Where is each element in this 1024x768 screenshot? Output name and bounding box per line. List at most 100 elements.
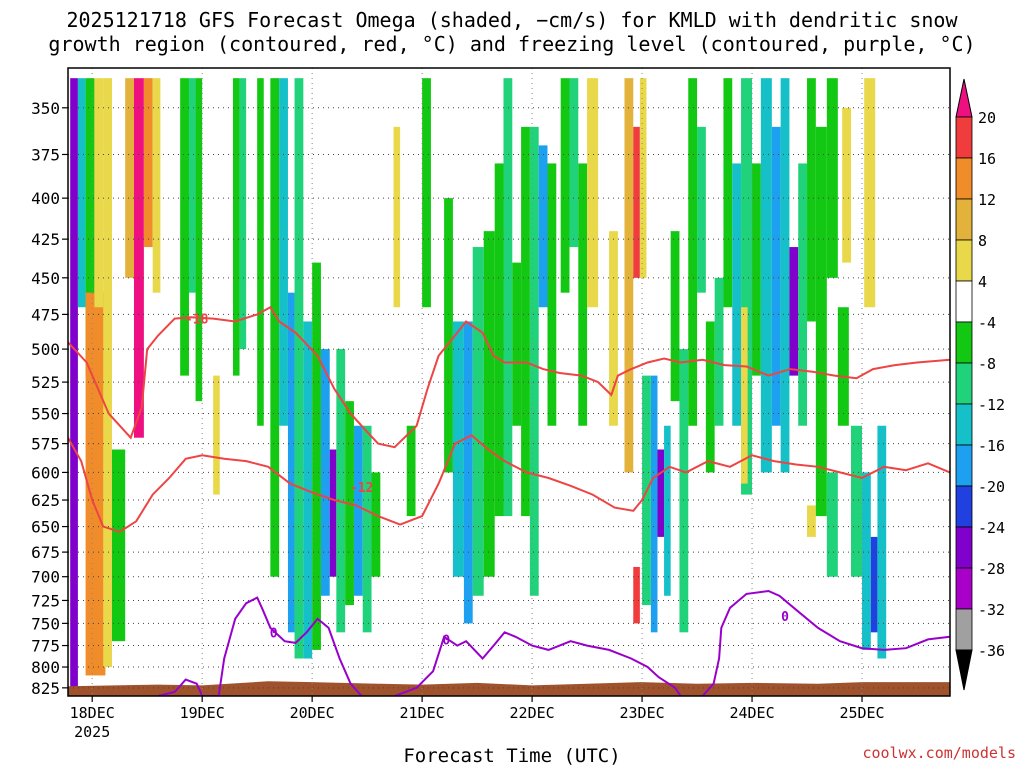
colorbar-label: 20 bbox=[978, 109, 996, 127]
omega-cell bbox=[664, 425, 671, 596]
omega-cell bbox=[503, 78, 513, 517]
colorbar-label: -32 bbox=[978, 601, 1005, 619]
y-tick-label: 750 bbox=[31, 614, 60, 633]
x-tick-label: 18DEC bbox=[70, 704, 115, 722]
colorbar-swatch bbox=[955, 157, 973, 200]
colorbar-label: -4 bbox=[978, 314, 996, 332]
omega-cell bbox=[336, 349, 346, 633]
omega-cell bbox=[870, 536, 878, 633]
y-axis: 350 375 400 425 450 475 500 525 550 575 600 625 650 6… bbox=[31, 99, 68, 698]
colorbar-label: -8 bbox=[978, 355, 996, 373]
omega-cell bbox=[444, 198, 453, 473]
y-tick-label: 450 bbox=[31, 269, 60, 288]
colorbar-label: -12 bbox=[978, 396, 1005, 414]
omega-cell bbox=[452, 321, 464, 577]
omega-cell bbox=[807, 78, 816, 322]
omega-cell bbox=[877, 425, 887, 659]
grid-lines bbox=[68, 68, 950, 696]
omega-cell bbox=[741, 307, 748, 484]
y-tick-label: 800 bbox=[31, 658, 60, 677]
colorbar-under-triangle bbox=[955, 649, 973, 691]
omega-cell bbox=[650, 375, 658, 633]
colorbar-label: 16 bbox=[978, 150, 996, 168]
colorbar-swatch bbox=[955, 280, 973, 323]
omega-cell bbox=[547, 163, 557, 426]
y-tick-label: 425 bbox=[31, 230, 60, 249]
colorbar: 20 16 12 8 4 -4 -8 -12 -16 -20 -24 -28 -32 -36 bbox=[955, 78, 1005, 691]
omega-cell bbox=[70, 78, 78, 692]
freezing-contours: 0 0 0 bbox=[157, 589, 950, 696]
x-axis-label: Forecast Time (UTC) bbox=[403, 745, 621, 767]
x-tick-sublabel: 2025 bbox=[74, 723, 110, 741]
omega-cell bbox=[232, 78, 240, 376]
omega-cell bbox=[780, 78, 790, 473]
omega-cell bbox=[393, 126, 401, 308]
omega-cell bbox=[133, 78, 144, 438]
y-tick-label: 375 bbox=[31, 145, 60, 164]
omega-cell bbox=[837, 307, 849, 426]
x-tick-label: 21DEC bbox=[400, 704, 445, 722]
colorbar-swatch bbox=[955, 485, 973, 528]
dendritic-contours: -18 -12 bbox=[68, 305, 950, 533]
omega-cell bbox=[714, 277, 724, 426]
y-tick-label: 350 bbox=[31, 99, 60, 118]
omega-cell bbox=[732, 163, 742, 426]
omega-cell bbox=[760, 78, 772, 473]
omega-cell bbox=[705, 321, 715, 473]
y-tick-label: 550 bbox=[31, 405, 60, 424]
omega-cell bbox=[862, 472, 871, 650]
omega-cell bbox=[688, 78, 698, 426]
omega-cell bbox=[362, 425, 372, 633]
colorbar-label: -20 bbox=[978, 478, 1005, 496]
colorbar-swatch bbox=[955, 526, 973, 569]
x-tick-label: 22DEC bbox=[510, 704, 555, 722]
freezing-contour-line bbox=[157, 596, 363, 696]
freezing-contour-line bbox=[394, 631, 682, 696]
colorbar-swatch bbox=[955, 198, 973, 241]
omega-cell bbox=[472, 247, 484, 596]
omega-cell bbox=[329, 449, 337, 577]
y-tick-label: 500 bbox=[31, 340, 60, 359]
freezing-contour-label: 0 bbox=[442, 633, 450, 648]
colorbar-label: -28 bbox=[978, 560, 1005, 578]
dendritic-contour-label: -12 bbox=[350, 481, 373, 496]
omega-cell bbox=[578, 163, 588, 426]
omega-cell bbox=[789, 247, 799, 376]
omega-cell bbox=[125, 78, 134, 278]
omega-cell bbox=[723, 78, 733, 308]
omega-cell bbox=[569, 78, 579, 248]
y-tick-label: 725 bbox=[31, 591, 60, 610]
y-tick-label: 600 bbox=[31, 463, 60, 482]
omega-cell bbox=[103, 78, 112, 668]
omega-cell bbox=[741, 78, 753, 495]
colorbar-swatch bbox=[955, 567, 973, 610]
omega-cell bbox=[77, 78, 86, 308]
omega-cell bbox=[697, 126, 706, 293]
omega-cell bbox=[679, 349, 689, 633]
omega-cell bbox=[270, 78, 280, 577]
credit-text: coolwx.com/models bbox=[862, 744, 1016, 762]
omega-cell bbox=[494, 163, 504, 517]
omega-cell bbox=[826, 78, 838, 278]
y-tick-label: 475 bbox=[31, 305, 60, 324]
omega-cell bbox=[633, 126, 640, 278]
omega-cell bbox=[371, 472, 381, 577]
colorbar-swatch bbox=[955, 362, 973, 405]
dendritic-contour-line bbox=[68, 434, 950, 533]
omega-cell bbox=[609, 231, 618, 426]
omega-cell bbox=[406, 425, 416, 517]
omega-cell bbox=[521, 126, 530, 517]
omega-cell bbox=[842, 107, 852, 263]
omega-cell bbox=[512, 262, 522, 426]
omega-cell bbox=[657, 449, 665, 537]
chart-title-line2: growth region (contoured, red, °C) and f… bbox=[48, 32, 976, 56]
colorbar-label: -24 bbox=[978, 519, 1005, 537]
chart-title-line1: 2025121718 GFS Forecast Omega (shaded, −… bbox=[66, 8, 958, 32]
omega-cell bbox=[639, 78, 647, 278]
colorbar-label: -36 bbox=[978, 642, 1005, 660]
colorbar-label: -16 bbox=[978, 437, 1005, 455]
terrain-surface bbox=[68, 681, 950, 696]
omega-cell bbox=[560, 78, 570, 293]
omega-cell bbox=[320, 349, 330, 596]
